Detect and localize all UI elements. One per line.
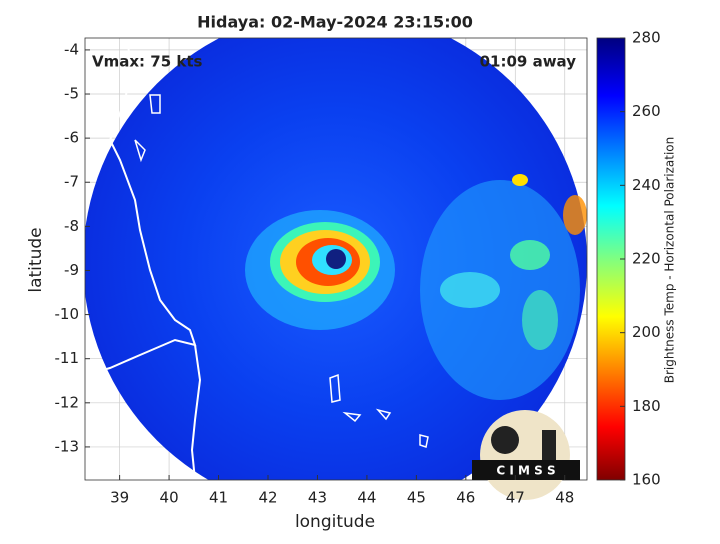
coastline — [85, 38, 197, 376]
y-tick-label: -5 — [64, 85, 79, 103]
y-tick-label: -7 — [64, 173, 79, 191]
x-tick-label: 40 — [160, 489, 179, 507]
colorbar-tick-label: 260 — [632, 102, 661, 120]
annotation: 01:09 away — [480, 53, 577, 71]
y-tick-label: -4 — [64, 40, 79, 58]
logo-text: C I M S S — [496, 464, 555, 478]
y-tick-label: -10 — [55, 305, 80, 323]
colorbar-tick-label: 240 — [632, 176, 661, 194]
colorbar-label: Brightness Temp - Horizontal Polarizatio… — [663, 137, 677, 384]
y-axis-label: latitude — [26, 227, 46, 292]
annotation: Vmax: 75 kts — [92, 53, 202, 71]
x-tick-label: 44 — [357, 489, 376, 507]
x-tick-label: 41 — [209, 489, 228, 507]
y-tick-label: -6 — [64, 129, 79, 147]
x-tick-label: 39 — [110, 489, 129, 507]
islands — [134, 94, 429, 448]
logo: C I M S S — [472, 410, 580, 500]
x-tick-label: 42 — [258, 489, 277, 507]
colorbar-tick-label: 180 — [632, 397, 661, 415]
x-axis-label: longitude — [295, 512, 375, 532]
x-tick-label: 48 — [555, 489, 574, 507]
x-tick-label: 47 — [506, 489, 525, 507]
x-tick-label: 45 — [407, 489, 426, 507]
colorbar-tick-label: 200 — [632, 323, 661, 341]
y-tick-label: -8 — [64, 217, 79, 235]
colorbar-tick-label: 220 — [632, 250, 661, 268]
y-tick-label: -13 — [55, 437, 80, 455]
y-tick-label: -12 — [55, 393, 80, 411]
coastline — [190, 344, 202, 481]
plot-frame — [84, 37, 588, 481]
colorbar-tick-label: 280 — [632, 29, 661, 47]
chart-title: Hidaya: 02-May-2024 23:15:00 — [197, 13, 473, 32]
brightness-image — [85, 38, 587, 480]
y-tick-label: -9 — [64, 261, 79, 279]
colorbar-tick-label: 160 — [632, 471, 661, 489]
x-tick-label: 43 — [308, 489, 327, 507]
y-tick-label: -11 — [55, 349, 80, 367]
x-tick-label: 46 — [456, 489, 475, 507]
